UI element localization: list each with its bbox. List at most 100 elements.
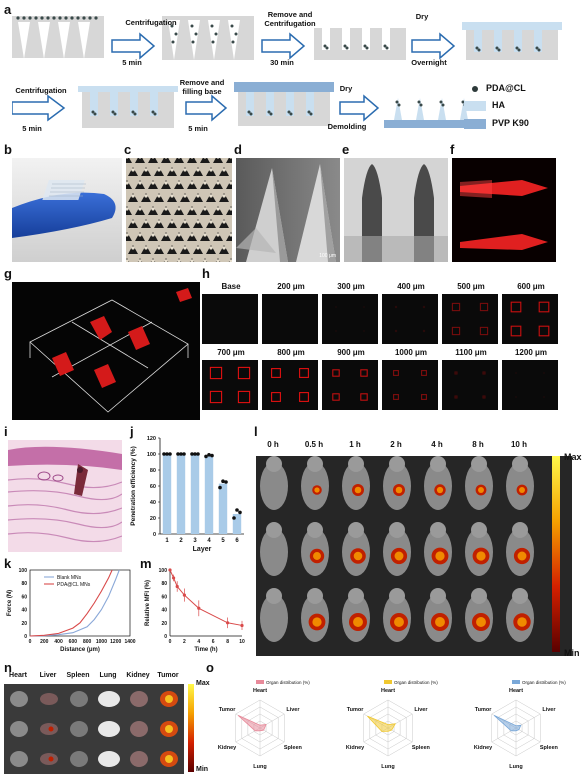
m-xtick-label: 4	[197, 639, 200, 645]
radar-legend-swatch	[384, 680, 392, 684]
mouse-head	[471, 522, 487, 538]
fluor-f	[452, 158, 556, 262]
histology-i	[8, 440, 122, 552]
j-bar	[218, 483, 228, 534]
m-ytick-label: 100	[159, 568, 168, 574]
radar-axis	[259, 727, 285, 743]
mouse-head	[389, 588, 405, 604]
fluorescence-core	[519, 487, 525, 493]
mouse-head	[430, 588, 446, 604]
organ-image	[130, 691, 148, 707]
radar-axis-label: Lung	[253, 764, 266, 770]
radar-legend-label: Organ distribution (%)	[266, 680, 310, 685]
radar-series	[237, 715, 267, 732]
radar-axis-label: Heart	[381, 688, 395, 694]
radar-axis-label: Liver	[286, 707, 300, 713]
step2-text: Remove and Centrifugation	[264, 10, 316, 28]
mouse-head	[512, 522, 528, 538]
k-xtick-label: 800	[83, 639, 92, 645]
depth-label: 1100 μm	[455, 348, 487, 357]
m-point	[182, 593, 186, 597]
mouse-head	[307, 522, 323, 538]
panel-label-n: n	[4, 660, 12, 675]
panel-label-d: d	[234, 142, 242, 157]
fluorescence-core	[435, 551, 445, 561]
k-xtick-label: 0	[29, 639, 32, 645]
j-point	[193, 452, 197, 456]
depth-label: 1200 μm	[514, 348, 548, 357]
step1-text: Centrifugation	[125, 18, 177, 27]
tumor-signal	[165, 725, 173, 733]
k-xtick-label: 1200	[110, 639, 121, 645]
m-point	[168, 568, 172, 572]
j-point	[224, 480, 228, 484]
k-ytick-label: 100	[19, 568, 28, 574]
m-series-line	[169, 569, 243, 626]
chart-m-mfi: 0 20 40 60 80 100 0 2 4 6 8 10 Time (h) Relative MFI …	[145, 568, 245, 653]
j-point	[204, 454, 208, 459]
k-xtick-label: 600	[69, 639, 78, 645]
j-xtick-label: 2	[179, 538, 183, 544]
organ-image	[98, 751, 120, 767]
organ-image	[10, 751, 28, 767]
radar-axis-label: Liver	[414, 707, 428, 713]
radar-charts-o: Heart Liver Spleen Lung Kidney Tumor Organ dis…	[218, 680, 566, 770]
j-bar	[190, 454, 200, 534]
radar-axis-label: Kidney	[474, 745, 493, 751]
radar-legend-swatch	[512, 680, 520, 684]
j-xtick-label: 3	[193, 538, 197, 544]
colorbar-l	[552, 456, 560, 652]
mouse-head	[266, 588, 282, 604]
mouse-head	[389, 522, 405, 538]
organ-image	[130, 751, 148, 767]
mouse-head	[512, 588, 528, 604]
fluorescence-core	[394, 617, 404, 627]
step3-sub: Overnight	[411, 58, 447, 67]
m-xtick-label: 10	[239, 639, 245, 645]
radar-legend-swatch	[256, 680, 264, 684]
radar-axis-label: Tumor	[347, 707, 365, 713]
m-ytick-label: 60	[161, 594, 167, 600]
mouse-head	[348, 522, 364, 538]
j-xtick-label: 6	[235, 538, 239, 544]
arrow-4	[12, 94, 66, 122]
k-xtick-label: 200	[40, 639, 49, 645]
radar-legend-label: Organ distribution (%)	[394, 680, 438, 685]
organ-image	[10, 691, 28, 707]
step4-sub: 5 min	[22, 124, 42, 133]
j-point	[176, 452, 180, 456]
depth-label: 1000 μm	[394, 348, 428, 357]
mouse-head	[430, 522, 446, 538]
arrow-5	[185, 94, 228, 122]
organ-label: Tumor	[157, 672, 179, 679]
j-point	[235, 508, 239, 512]
organ-image	[70, 721, 88, 737]
micro-e-brightfield	[344, 158, 448, 262]
schematic-row1	[12, 16, 562, 128]
panel-label-k: k	[4, 556, 12, 571]
m-xtick-label: 6	[212, 639, 215, 645]
k-xtick-label: 1400	[124, 639, 135, 645]
organ-image	[130, 721, 148, 737]
radar-axis-label: Spleen	[540, 745, 559, 751]
m-ytick-label: 80	[161, 581, 167, 587]
k-series-line	[29, 569, 120, 637]
mouse-head	[348, 588, 364, 604]
mold-1	[12, 16, 104, 59]
mouse-head	[348, 456, 364, 472]
m-point	[197, 606, 201, 610]
j-ytick-label: 80	[150, 468, 156, 474]
fluorescence-core	[353, 551, 363, 561]
m-ytick-label: 20	[161, 621, 167, 627]
organ-image	[98, 691, 120, 707]
depth-image	[262, 360, 318, 410]
j-point	[162, 452, 166, 456]
m-point	[172, 576, 176, 580]
step6-sub: Demolding	[327, 122, 367, 131]
mouse-head	[471, 456, 487, 472]
radar-legend-label: Organ distribution (%)	[522, 680, 566, 685]
arrow-2	[261, 32, 306, 60]
step6-text: Dry	[339, 84, 353, 93]
legend-ha-swatch	[464, 101, 486, 111]
j-ylabel: Penetration efficiency (%)	[130, 446, 137, 525]
